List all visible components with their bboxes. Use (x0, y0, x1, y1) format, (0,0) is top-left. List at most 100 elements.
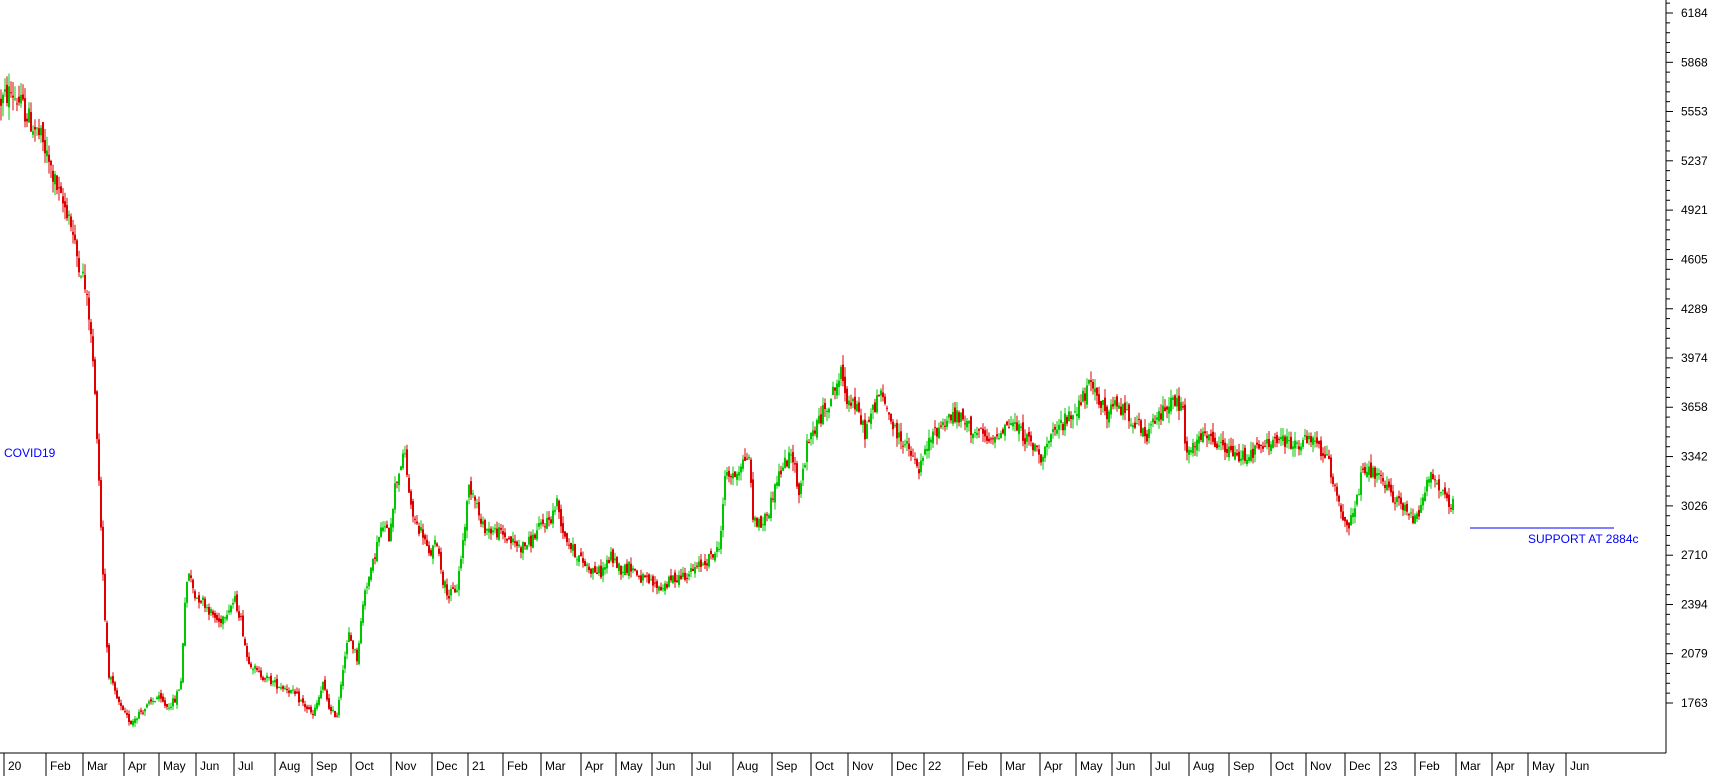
candle-down-body (84, 274, 86, 290)
candle-down-body (326, 690, 328, 700)
candle-down-body (452, 587, 454, 589)
candle-down-body (0, 98, 2, 106)
candle-up-body (806, 440, 808, 463)
candle-down-body (336, 715, 338, 717)
candle-up-body (1020, 426, 1022, 429)
candle-down-body (356, 649, 358, 662)
candle-down-body (1268, 439, 1270, 448)
candle-down-body (496, 528, 498, 538)
candle-down-body (1214, 437, 1216, 448)
candle-down-body (164, 700, 166, 706)
candle-down-body (1284, 436, 1286, 447)
x-tick-label: Jun (656, 759, 675, 773)
candle-up-body (36, 127, 38, 129)
candle-down-body (1160, 413, 1162, 420)
candle-up-body (2, 94, 4, 104)
candle-up-body (146, 704, 148, 708)
candle-up-body (156, 697, 158, 700)
candle-down-body (710, 550, 712, 555)
y-tick-label: 4921 (1681, 203, 1708, 217)
candle-down-body (238, 611, 240, 618)
candle-up-body (694, 566, 696, 574)
candle-up-body (540, 522, 542, 525)
candle-down-body (142, 712, 144, 714)
candle-up-body (966, 421, 968, 428)
candle-down-body (772, 498, 774, 500)
candle-down-body (1092, 381, 1094, 389)
candle-up-body (1162, 405, 1164, 421)
candle-up-body (4, 89, 6, 92)
candle-up-body (1366, 471, 1368, 478)
candle-up-body (1266, 439, 1268, 444)
candle-down-body (1418, 509, 1420, 517)
candle-up-body (512, 538, 514, 543)
candle-up-body (1304, 434, 1306, 437)
candle-up-body (1314, 440, 1316, 442)
candle-up-body (184, 602, 186, 646)
candle-down-body (260, 670, 262, 678)
candle-up-body (1180, 402, 1182, 411)
candle-down-body (324, 679, 326, 690)
candle-up-body (748, 456, 750, 459)
candle-down-body (242, 615, 244, 637)
candle-down-body (124, 711, 126, 713)
candle-down-body (1070, 415, 1072, 420)
x-tick-label: Oct (355, 759, 374, 773)
x-tick-label: Dec (896, 759, 917, 773)
candle-up-body (1360, 472, 1362, 495)
candle-down-body (416, 521, 418, 524)
candle-up-body (1350, 515, 1352, 526)
candle-up-body (82, 271, 84, 274)
candle-up-body (1000, 432, 1002, 438)
candle-down-body (502, 531, 504, 535)
x-tick-label: Nov (1310, 759, 1331, 773)
candle-up-body (1126, 409, 1128, 411)
candle-up-body (662, 588, 664, 590)
candle-down-body (652, 576, 654, 586)
candle-up-body (1010, 423, 1012, 426)
candle-up-body (182, 643, 184, 683)
candle-up-body (1430, 472, 1432, 483)
candle-down-body (1394, 502, 1396, 504)
candle-down-body (860, 415, 862, 425)
candle-up-body (1428, 479, 1430, 483)
candle-up-body (518, 544, 520, 547)
candle-down-body (510, 536, 512, 544)
y-tick-label: 2079 (1681, 647, 1708, 661)
candle-up-body (1142, 428, 1144, 437)
candle-down-body (1236, 453, 1238, 456)
candle-up-body (206, 607, 208, 609)
candle-up-body (1042, 456, 1044, 462)
candle-down-body (236, 594, 238, 611)
candle-down-body (282, 686, 284, 689)
candle-up-body (40, 127, 42, 136)
candle-down-body (12, 95, 14, 98)
candle-down-body (446, 584, 448, 596)
candle-up-body (576, 559, 578, 561)
candle-up-body (698, 561, 700, 567)
candle-up-body (226, 614, 228, 620)
candle-up-body (1064, 413, 1066, 431)
y-tick-label: 5237 (1681, 154, 1708, 168)
candle-down-body (1084, 393, 1086, 401)
candle-down-body (442, 571, 444, 585)
candle-down-body (1258, 444, 1260, 449)
candle-up-body (1094, 388, 1096, 393)
candle-down-body (1318, 440, 1320, 445)
candle-down-body (1274, 437, 1276, 439)
candle-down-body (128, 714, 130, 723)
candle-up-body (946, 420, 948, 427)
candle-down-body (1080, 402, 1082, 405)
candle-down-body (882, 392, 884, 398)
candle-down-body (374, 557, 376, 559)
candle-down-body (470, 481, 472, 495)
candle-down-body (1138, 418, 1140, 420)
candle-down-body (1278, 438, 1280, 440)
candle-down-body (166, 703, 168, 707)
candle-down-body (868, 419, 870, 422)
candle-up-body (1044, 446, 1046, 458)
candle-down-body (892, 421, 894, 430)
candle-down-body (1438, 479, 1440, 491)
candle-down-body (986, 435, 988, 441)
candle-up-body (968, 420, 970, 424)
